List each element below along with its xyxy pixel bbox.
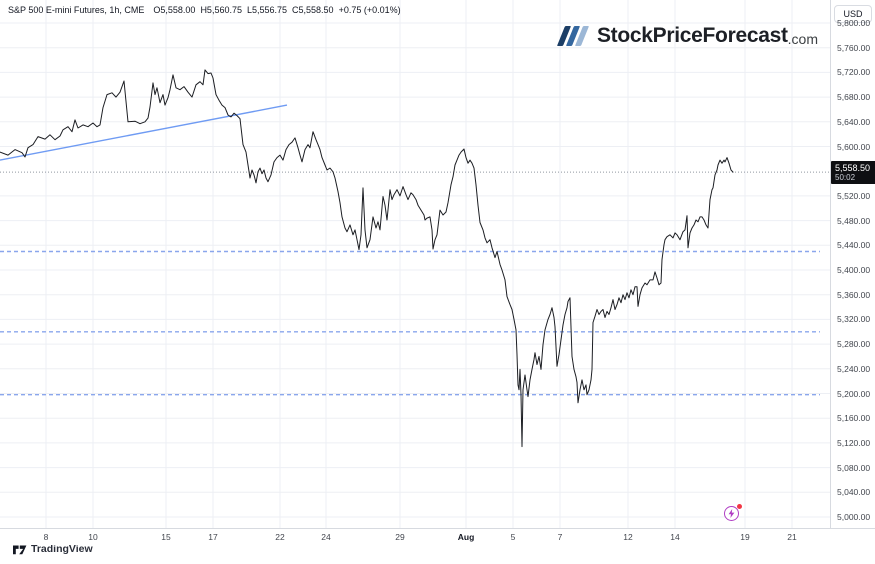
ohlc-close: C5,558.50 [292, 5, 334, 15]
x-axis-label: 14 [670, 532, 680, 542]
y-axis-label: 5,800.00 [837, 18, 871, 28]
time-axis[interactable]: 8 10 15 17 22 24 29 Aug 5 7 12 14 19 21 [0, 528, 875, 545]
three-slashes-icon [556, 26, 589, 46]
x-axis-label: 24 [321, 532, 331, 542]
y-axis-label: 5,280.00 [837, 339, 871, 350]
tradingview-icon [13, 545, 27, 554]
y-axis-label: 5,400.00 [837, 265, 871, 275]
watermark-text: StockPriceForecast [596, 24, 788, 47]
watermark-suffix: .com [787, 31, 818, 47]
x-axis-label: 22 [275, 532, 285, 542]
y-axis-label: 5,440.00 [837, 240, 871, 251]
currency-button[interactable]: USD [834, 5, 872, 23]
y-axis-label: 5,080.00 [837, 462, 871, 473]
x-axis-label: 12 [623, 532, 633, 542]
y-axis-label: 5,480.00 [837, 215, 871, 226]
events-lightning-icon[interactable] [724, 504, 742, 523]
y-axis-label: 5,240.00 [837, 363, 871, 374]
price-series [0, 69, 734, 448]
x-axis-label: 15 [161, 532, 171, 542]
x-axis-label: 8 [43, 532, 49, 542]
notification-dot [737, 504, 742, 509]
ohlc-high: H5,560.75 [200, 5, 242, 15]
y-axis-label: 5,160.00 [837, 413, 871, 424]
y-axis-label: 5,200.00 [837, 388, 871, 399]
price-change: +0.75 (+0.01%) [338, 5, 401, 15]
x-axis-label: Aug [457, 532, 475, 542]
y-axis-label: 5,040.00 [837, 487, 871, 498]
y-axis-label: 5,320.00 [837, 314, 871, 325]
y-axis-label: 5,640.00 [837, 116, 871, 127]
price-axis[interactable]: USD 5,800.00 5,760.00 5,720.00 5,680.00 5,64… [830, 0, 875, 528]
lightning-ring [724, 506, 739, 521]
ohlc-open: O5,558.00 [153, 5, 196, 15]
chart-legend: S&P 500 E-mini Futures, 1h, CME O5,558.0… [8, 5, 401, 15]
symbol-title: S&P 500 E-mini Futures, 1h, CME [8, 5, 145, 15]
x-axis-label: 10 [88, 532, 98, 542]
price-chart-canvas[interactable] [0, 0, 830, 528]
x-axis-label: 5 [510, 532, 516, 542]
y-axis-label: 5,520.00 [837, 190, 871, 201]
current-price-label: 5,558.50 50:02 [831, 161, 875, 185]
ohlc-low: L5,556.75 [246, 5, 288, 15]
y-axis-label: 5,120.00 [837, 437, 871, 448]
y-axis-label: 5,600.00 [837, 141, 871, 152]
tradingview-logo[interactable]: TradingView [13, 543, 93, 555]
watermark-logo: StockPriceForecast .com [556, 24, 818, 48]
y-axis-label: 5,680.00 [837, 92, 871, 103]
y-axis-label: 5,360.00 [837, 289, 871, 300]
tradingview-label: TradingView [31, 543, 93, 555]
y-axis-label: 5,760.00 [837, 42, 871, 53]
x-axis-label: 19 [740, 532, 750, 542]
x-axis-label: 21 [787, 532, 797, 542]
bar-countdown: 50:02 [835, 173, 856, 183]
current-price-value: 5,558.50 [835, 163, 871, 174]
x-axis-label: 7 [557, 532, 563, 542]
x-axis-label: 17 [208, 532, 218, 542]
y-axis-label: 5,720.00 [837, 67, 871, 78]
y-axis-label: 5,000.00 [837, 512, 871, 522]
x-axis-label: 29 [395, 532, 405, 542]
trendline[interactable] [0, 104, 288, 161]
lightning-bolt-icon [728, 509, 735, 518]
